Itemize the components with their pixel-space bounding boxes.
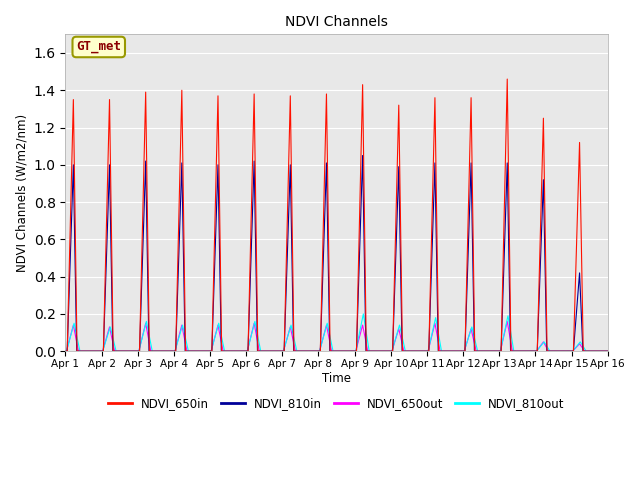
NDVI_650in [488,348,496,354]
NDVI_650out [488,348,496,354]
Line: NDVI_810out: NDVI_810out [65,314,608,351]
NDVI_810in [602,348,610,354]
NDVI_650in [412,348,419,354]
NDVI_650in [61,348,69,354]
NDVI_810out [177,326,185,332]
NDVI_650in [604,348,612,354]
Line: NDVI_810in: NDVI_810in [65,156,608,351]
NDVI_650out [412,348,419,354]
NDVI_810out [488,348,496,354]
NDVI_650in [264,348,272,354]
Line: NDVI_650out: NDVI_650out [65,322,608,351]
NDVI_650in [172,348,180,354]
NDVI_810in [177,173,185,179]
NDVI_650out [61,348,69,354]
NDVI_810out [602,348,610,354]
NDVI_650out [264,348,272,354]
NDVI_650in [504,76,511,82]
NDVI_650out [504,319,511,324]
NDVI_810out [360,311,367,317]
NDVI_810out [264,348,272,354]
NDVI_810in [604,348,612,354]
X-axis label: Time: Time [322,372,351,384]
Text: GT_met: GT_met [76,40,121,53]
NDVI_810out [412,348,419,354]
NDVI_650out [177,324,185,330]
NDVI_810in [359,153,367,158]
Line: NDVI_650in: NDVI_650in [65,79,608,351]
Title: NDVI Channels: NDVI Channels [285,15,388,29]
Legend: NDVI_650in, NDVI_810in, NDVI_650out, NDVI_810out: NDVI_650in, NDVI_810in, NDVI_650out, NDV… [104,393,570,415]
NDVI_810in [412,348,419,354]
NDVI_650out [602,348,610,354]
NDVI_810in [264,348,272,354]
NDVI_650in [177,106,185,111]
NDVI_810in [488,348,496,354]
NDVI_650out [604,348,612,354]
NDVI_810out [172,346,180,351]
Y-axis label: NDVI Channels (W/m2/nm): NDVI Channels (W/m2/nm) [15,114,28,272]
NDVI_810in [61,348,69,354]
NDVI_650out [172,346,180,351]
NDVI_810in [172,348,180,354]
NDVI_810out [604,348,612,354]
NDVI_810out [61,348,69,354]
NDVI_650in [602,348,610,354]
